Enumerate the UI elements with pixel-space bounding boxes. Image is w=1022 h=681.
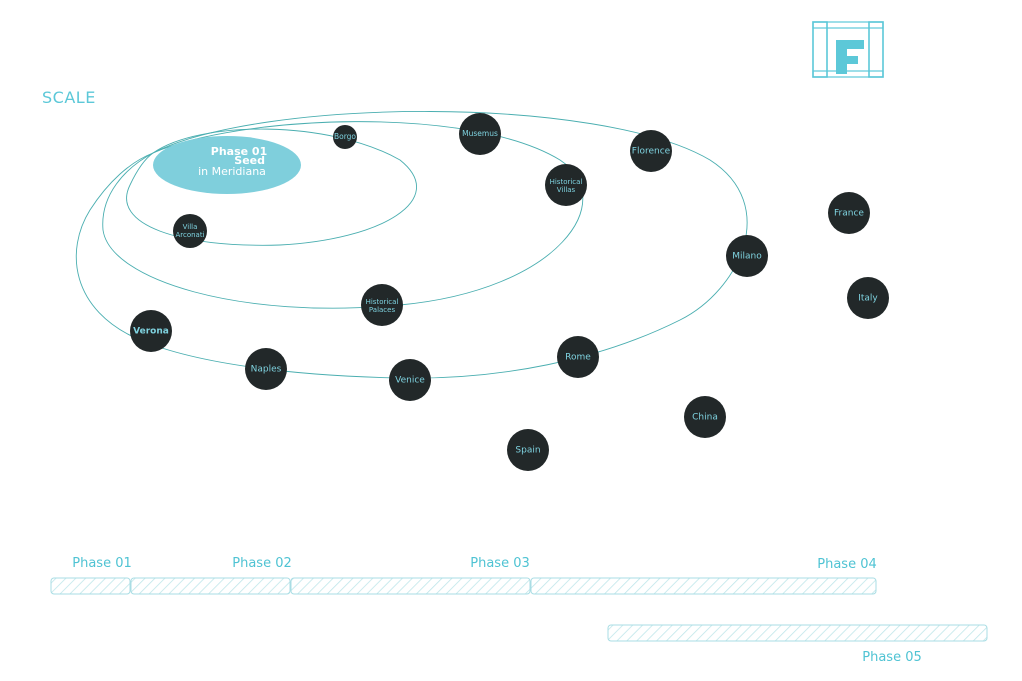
- phase-label-01: Phase 01: [72, 556, 132, 571]
- seed-phase-01: Phase 01 Seed in Meridiana: [153, 136, 301, 194]
- node-label: Musemus: [462, 129, 498, 138]
- scale-title: SCALE: [42, 88, 96, 107]
- node-label: Villas: [557, 186, 576, 194]
- hf-logo-icon: [812, 21, 884, 78]
- node-naples: Naples: [245, 348, 287, 390]
- orbits: [75, 111, 748, 379]
- node-milano: Milano: [726, 235, 768, 277]
- node-italy: Italy: [847, 277, 889, 319]
- node-france: France: [828, 192, 870, 234]
- node-label: France: [834, 209, 864, 219]
- node-china: China: [684, 396, 726, 438]
- node-label: Historical: [366, 298, 399, 306]
- node-label: Arconati: [175, 231, 204, 239]
- node-label: Historical: [550, 178, 583, 186]
- node-label: Borgo: [334, 132, 356, 141]
- node-musemus: Musemus: [459, 113, 501, 155]
- node-label: Venice: [395, 376, 425, 386]
- node-label: Verona: [133, 327, 169, 337]
- phase-label-03: Phase 03: [470, 556, 530, 571]
- node-venice: Venice: [389, 359, 431, 401]
- phase-bar-04: [530, 577, 877, 595]
- node-rome: Rome: [557, 336, 599, 378]
- phase-bar-02: [130, 577, 291, 595]
- phase-label-05: Phase 05: [862, 650, 922, 665]
- phase-bar-01: [50, 577, 131, 595]
- node-label: Florence: [632, 147, 671, 157]
- node-verona: Verona: [130, 310, 172, 352]
- node-label: Rome: [565, 353, 591, 363]
- seed-line-3: in Meridiana: [198, 165, 266, 178]
- orbit-phase-01: [126, 128, 417, 246]
- timeline: Phase 01 Phase 02 Phase 03 Phase 04 Phas…: [50, 556, 988, 665]
- node-florence: Florence: [630, 130, 672, 172]
- node-label: Milano: [732, 252, 762, 262]
- node-label: Italy: [858, 294, 878, 304]
- node-historical-palaces: Historical Palaces: [361, 284, 403, 326]
- node-label: Villa: [183, 223, 198, 231]
- phase-bar-05: [607, 624, 988, 642]
- nodes: Borgo Villa Arconati Musemus Historical …: [130, 113, 889, 471]
- node-label: Naples: [251, 365, 282, 375]
- orbit-phase-02: [102, 121, 584, 309]
- seed-line-2: Seed: [234, 154, 265, 167]
- seed-line-1: Phase 01: [211, 145, 267, 158]
- phase-label-02: Phase 02: [232, 556, 292, 571]
- node-villa-arconati: Villa Arconati: [173, 214, 207, 248]
- phase-bar-03: [290, 577, 531, 595]
- phase-label-04: Phase 04: [817, 557, 877, 572]
- node-label: Palaces: [369, 306, 396, 314]
- node-spain: Spain: [507, 429, 549, 471]
- node-borgo: Borgo: [333, 125, 357, 149]
- node-label: China: [692, 413, 718, 423]
- orbit-phase-03: [75, 111, 748, 379]
- node-historical-villas: Historical Villas: [545, 164, 587, 206]
- node-label: Spain: [515, 446, 540, 456]
